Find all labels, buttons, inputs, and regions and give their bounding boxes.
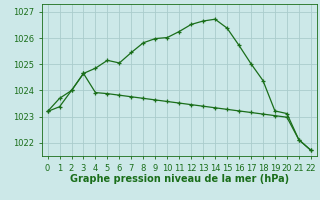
X-axis label: Graphe pression niveau de la mer (hPa): Graphe pression niveau de la mer (hPa) bbox=[70, 174, 289, 184]
